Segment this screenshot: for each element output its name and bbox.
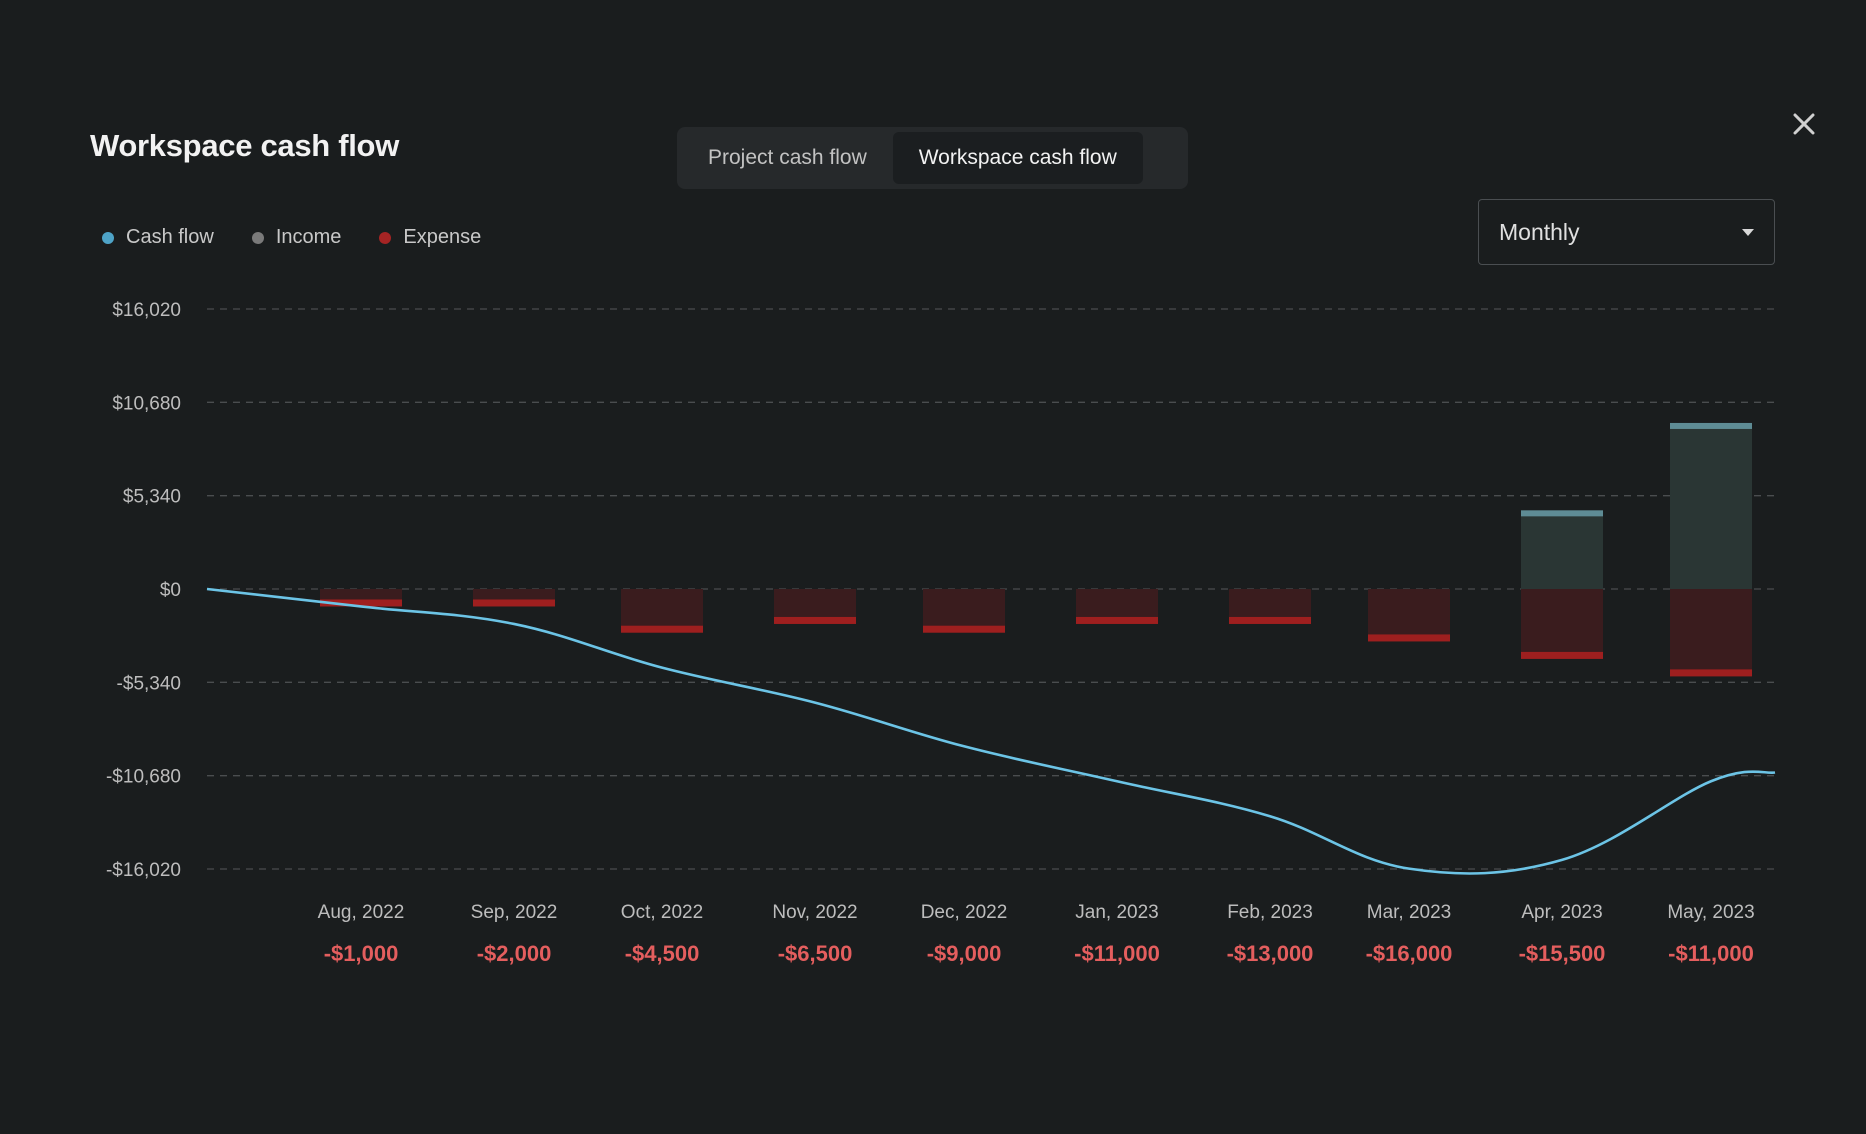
cash-flow-dot-icon — [102, 231, 114, 244]
income-dot-icon — [251, 231, 264, 244]
expense-bar-cap — [473, 599, 555, 607]
cash-flow-value-label: -$16,000 — [1366, 941, 1453, 966]
legend-label-expense: Expense — [403, 226, 482, 248]
cash-flow-value-label: -$11,000 — [1074, 941, 1160, 966]
cash-flow-value-label: -$15,500 — [1519, 941, 1606, 966]
expense-bar[interactable] — [621, 589, 703, 633]
income-bar-cap — [1670, 422, 1752, 429]
x-axis-tick-label: Dec, 2022 — [921, 902, 1008, 923]
expense-bar-cap — [320, 599, 402, 607]
expense-bar[interactable] — [923, 589, 1005, 633]
x-axis-tick-label: Jan, 2023 — [1075, 902, 1158, 923]
cash-flow-value-label: -$11,000 — [1668, 941, 1754, 966]
legend-item-expense[interactable]: Expense — [379, 226, 481, 249]
cash-flow-value-label: -$9,000 — [927, 941, 1002, 966]
x-axis-tick-label: Apr, 2023 — [1521, 902, 1602, 923]
y-axis-tick-label: -$5,340 — [117, 673, 181, 694]
x-axis-tick-label: Oct, 2022 — [621, 902, 703, 923]
expense-bar-cap — [774, 616, 856, 624]
caret-down-icon — [1742, 228, 1754, 236]
expense-bar-cap — [1076, 616, 1158, 624]
y-axis-tick-label: $10,680 — [112, 393, 181, 414]
cash-flow-value-label: -$1,000 — [324, 941, 399, 966]
x-axis-tick-label: Aug, 2022 — [318, 902, 405, 923]
expense-bar-cap — [1229, 616, 1311, 624]
expense-bar-cap — [1521, 651, 1603, 659]
tab-project-cash-flow[interactable]: Project cash flow — [708, 146, 867, 169]
page-title: Workspace cash flow — [90, 128, 400, 163]
chart-legend: Cash flow Income Expense — [102, 226, 481, 249]
income-bar-cap — [1521, 510, 1603, 517]
x-axis-tick-label: Nov, 2022 — [772, 902, 857, 923]
x-axis-tick-label: Mar, 2023 — [1367, 902, 1452, 923]
cash-flow-value-label: -$4,500 — [625, 941, 700, 966]
expense-dot-icon — [379, 231, 392, 244]
legend-label-cash-flow: Cash flow — [126, 226, 214, 248]
period-select-value: Monthly — [1499, 218, 1580, 245]
close-button[interactable] — [1788, 108, 1820, 140]
expense-bar-cap — [1670, 669, 1752, 677]
cash-flow-value-label: -$2,000 — [477, 941, 552, 966]
income-bar[interactable] — [1521, 510, 1603, 589]
tab-switcher: Project cash flow Workspace cash flow — [677, 127, 1188, 189]
cash-flow-line[interactable] — [206, 587, 1776, 875]
x-axis-tick-label: May, 2023 — [1667, 902, 1754, 923]
expense-bar[interactable] — [1368, 589, 1450, 642]
x-axis-tick-label: Feb, 2023 — [1227, 902, 1313, 923]
expense-bar[interactable] — [1670, 589, 1752, 677]
y-axis-tick-label: -$16,020 — [106, 860, 181, 881]
y-axis-tick-label: -$10,680 — [106, 767, 181, 788]
y-axis-tick-label: $5,340 — [123, 487, 181, 508]
cash-flow-value-label: -$13,000 — [1227, 941, 1314, 966]
income-bar[interactable] — [1670, 422, 1752, 589]
legend-item-income[interactable]: Income — [251, 226, 342, 249]
cash-flow-value-label: -$6,500 — [778, 941, 853, 966]
expense-bar-cap — [923, 625, 1005, 633]
expense-bar[interactable] — [1521, 589, 1603, 659]
legend-label-income: Income — [275, 226, 342, 248]
x-axis-tick-label: Sep, 2022 — [471, 902, 558, 923]
y-axis-tick-label: $0 — [160, 580, 181, 601]
tab-workspace-cash-flow[interactable]: Workspace cash flow — [892, 132, 1143, 184]
legend-item-cash-flow[interactable]: Cash flow — [102, 226, 214, 249]
close-icon — [1793, 113, 1815, 135]
expense-bar-cap — [1368, 634, 1450, 642]
y-axis-tick-label: $16,020 — [112, 300, 181, 321]
period-select[interactable]: Monthly — [1478, 199, 1775, 265]
expense-bar-cap — [621, 625, 703, 633]
